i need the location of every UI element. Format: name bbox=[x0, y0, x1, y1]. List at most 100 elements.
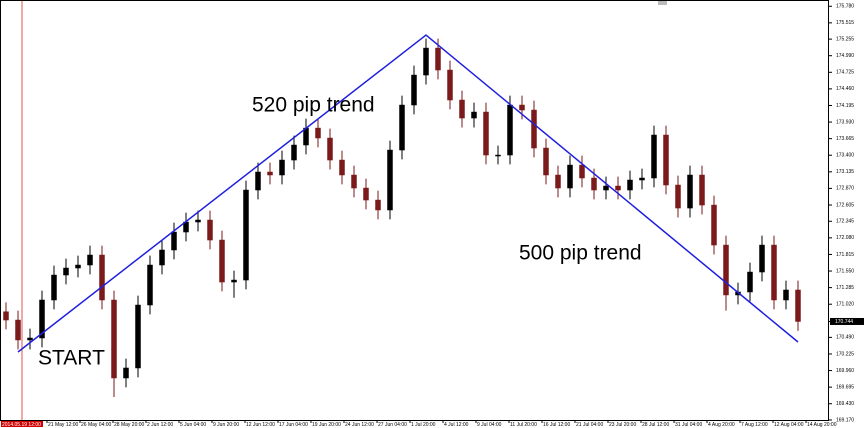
x-tick-label: 16 Jul 12:00 bbox=[543, 422, 570, 428]
y-tick-label: 173.665 bbox=[836, 136, 854, 142]
candle-body bbox=[303, 127, 309, 146]
y-tick-label: 175.515 bbox=[836, 20, 854, 26]
y-tick-label: 175.780 bbox=[836, 4, 854, 10]
x-tick-label: 19 Jun 20:00 bbox=[312, 422, 341, 428]
candle-body bbox=[339, 159, 345, 176]
candle-body bbox=[279, 159, 285, 176]
candle-body bbox=[567, 164, 573, 189]
x-tick-label: 14 Aug 20:00 bbox=[807, 422, 837, 428]
candle-body bbox=[159, 249, 165, 266]
annotation: 500 pip trend bbox=[519, 242, 642, 265]
candle-body bbox=[15, 319, 21, 341]
candle-body bbox=[483, 111, 489, 156]
candle-body bbox=[507, 104, 513, 156]
candle-body bbox=[171, 231, 177, 251]
candle-body bbox=[711, 204, 717, 246]
x-tick-label: 28 May 20:00 bbox=[114, 422, 145, 428]
candle-body bbox=[231, 279, 237, 283]
candle-body bbox=[723, 244, 729, 296]
candle-body bbox=[387, 149, 393, 211]
y-tick-label: 173.135 bbox=[836, 169, 854, 175]
candle-body bbox=[375, 199, 381, 211]
x-tick-label: 21 Jul 04:00 bbox=[576, 422, 603, 428]
candle-body bbox=[207, 219, 213, 241]
x-tick-label: 26 May 04:00 bbox=[81, 422, 112, 428]
candle-body bbox=[27, 337, 33, 341]
candle-body bbox=[435, 47, 441, 71]
candle-body bbox=[243, 189, 249, 281]
candle-body bbox=[555, 174, 561, 189]
candle-body bbox=[471, 111, 477, 119]
y-tick-label: 170.225 bbox=[836, 351, 854, 357]
candle-body bbox=[639, 177, 645, 181]
candle-body bbox=[63, 267, 69, 276]
candle-body bbox=[219, 239, 225, 283]
candle-body bbox=[603, 185, 609, 191]
x-tick-label: 12 Jun 12:00 bbox=[246, 422, 275, 428]
candle-body bbox=[447, 69, 453, 101]
candle-body bbox=[531, 109, 537, 149]
candle-body bbox=[351, 174, 357, 189]
x-tick-label: 21 May 12:00 bbox=[48, 422, 79, 428]
x-tick-label: 27 Jun 04:00 bbox=[378, 422, 407, 428]
candle-body bbox=[399, 104, 405, 151]
x-tick-label: 9 Jul 04:00 bbox=[477, 422, 502, 428]
candle-body bbox=[291, 144, 297, 161]
candle-body bbox=[459, 99, 465, 119]
x-tick-label: 31 Jul 04:00 bbox=[675, 422, 702, 428]
candle-body bbox=[327, 137, 333, 161]
y-tick-label: 173.400 bbox=[836, 153, 854, 159]
candle-body bbox=[147, 264, 153, 306]
x-tick-label: 9 Jun 20:00 bbox=[213, 422, 239, 428]
candle-body bbox=[615, 185, 621, 191]
candle-body bbox=[135, 304, 141, 369]
x-tick-label: 4 Jul 12:00 bbox=[444, 422, 469, 428]
plot-frame bbox=[0, 0, 829, 421]
x-tick-label: 2014.05.19 12:00 bbox=[2, 422, 41, 428]
candle-body bbox=[423, 47, 429, 76]
y-tick-label: 171.285 bbox=[836, 285, 854, 291]
candle-body bbox=[99, 254, 105, 301]
y-tick-label: 175.255 bbox=[836, 36, 854, 42]
y-tick-label: 174.725 bbox=[836, 70, 854, 76]
current-price-box bbox=[830, 317, 864, 325]
candle-body bbox=[75, 264, 81, 269]
x-tick-label: 1 Jul 20:00 bbox=[411, 422, 436, 428]
trend-line bbox=[17, 34, 799, 353]
y-tick-label: 172.345 bbox=[836, 219, 854, 225]
candle-body bbox=[315, 127, 321, 139]
x-tick-label: 5 Jun 04:00 bbox=[180, 422, 206, 428]
x-tick-label: 2 Jun 12:00 bbox=[147, 422, 173, 428]
x-tick-label-box bbox=[1, 421, 43, 427]
candle-body bbox=[123, 367, 129, 379]
candle-body bbox=[687, 174, 693, 209]
current-price-label: 170.744 bbox=[835, 319, 853, 325]
x-tick-label: 7 Aug 12:00 bbox=[741, 422, 768, 428]
candle-body bbox=[411, 74, 417, 106]
x-tick-label: 17 Jun 04:00 bbox=[279, 422, 308, 428]
toolbar-icon bbox=[658, 1, 667, 5]
candle-body bbox=[255, 171, 261, 191]
candle-body bbox=[663, 134, 669, 186]
x-tick-label: 23 Jul 20:00 bbox=[609, 422, 636, 428]
candle-body bbox=[759, 244, 765, 273]
y-tick-label: 172.080 bbox=[836, 235, 854, 241]
candle-body bbox=[267, 171, 273, 176]
candle-body bbox=[111, 299, 117, 379]
candle-body bbox=[627, 179, 633, 191]
y-tick-label: 174.460 bbox=[836, 86, 854, 92]
y-tick-label: 172.870 bbox=[836, 186, 854, 192]
candle-body bbox=[495, 154, 501, 157]
y-tick-label: 174.195 bbox=[836, 103, 854, 109]
candle-body bbox=[795, 289, 801, 322]
y-tick-label: 170.490 bbox=[836, 335, 854, 341]
annotation: START bbox=[38, 347, 105, 370]
candle-body bbox=[543, 147, 549, 176]
x-tick-label: 28 Jul 12:00 bbox=[642, 422, 669, 428]
candle-body bbox=[87, 254, 93, 266]
x-tick-label: 24 Jun 12:00 bbox=[345, 422, 374, 428]
y-tick-label: 171.550 bbox=[836, 268, 854, 274]
y-tick-label: 174.990 bbox=[836, 53, 854, 59]
